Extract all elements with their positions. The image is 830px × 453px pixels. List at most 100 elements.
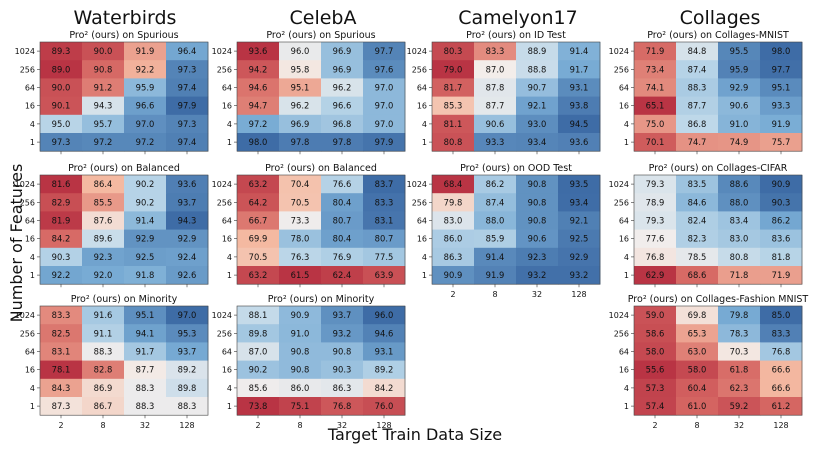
heatmap-cell — [760, 60, 803, 79]
heatmap-cell — [321, 342, 364, 361]
cell-value-label: 97.3 — [178, 64, 197, 74]
heatmap-cell — [558, 229, 601, 249]
cell-value-label: 83.1 — [52, 347, 71, 357]
cell-value-label: 87.3 — [52, 401, 71, 411]
heatmap-cell — [279, 211, 322, 230]
cell-value-label: 94.7 — [249, 101, 268, 111]
heatmap-cell — [760, 78, 803, 97]
heatmap-cell — [166, 247, 209, 267]
cell-value-label: 90.8 — [291, 365, 310, 375]
cell-value-label: 69.8 — [688, 310, 707, 320]
cell-value-label: 84.8 — [688, 46, 707, 56]
cell-value-label: 88.3 — [136, 401, 155, 411]
heatmap-cell — [321, 397, 364, 416]
heatmap-cell — [432, 78, 475, 97]
cell-value-label: 89.8 — [249, 328, 268, 338]
heatmap-cell — [124, 42, 167, 61]
y-tick-label: 256 — [217, 65, 232, 74]
cell-value-label: 83.1 — [375, 216, 394, 226]
heatmap-cell — [279, 378, 322, 398]
cell-value-label: 83.3 — [52, 310, 71, 320]
heatmap-cell — [516, 175, 559, 194]
cell-value-label: 74.7 — [688, 137, 707, 147]
cell-value-label: 87.6 — [94, 216, 113, 226]
cell-value-label: 82.8 — [94, 365, 113, 375]
cell-value-label: 93.2 — [570, 270, 589, 280]
heatmap-cell — [363, 378, 406, 398]
heatmap-cell — [432, 211, 475, 230]
heatmap-cell — [558, 193, 601, 212]
heatmap-cell — [40, 175, 83, 194]
heatmap-panel: Pro² (ours) on Balanced 81.6 86.4 90.2 93.6 8… — [15, 163, 209, 288]
heatmap-cell — [124, 378, 167, 398]
cell-value-label: 92.9 — [136, 234, 155, 244]
cell-value-label: 90.8 — [94, 64, 113, 74]
heatmap-cell — [279, 175, 322, 194]
y-tick-label: 64 — [619, 84, 629, 93]
heatmap-cell — [40, 324, 83, 343]
heatmap-cell — [718, 342, 761, 361]
heatmap-cell — [82, 78, 125, 97]
cell-value-label: 90.6 — [528, 234, 547, 244]
heatmap-cell — [82, 266, 125, 285]
cell-value-label: 82.5 — [52, 328, 71, 338]
cell-value-label: 88.0 — [486, 216, 505, 226]
cell-value-label: 89.3 — [52, 46, 71, 56]
heatmap-cell — [82, 378, 125, 398]
y-tick-label: 4 — [30, 253, 35, 262]
column-title-waterbirds: Waterbirds — [74, 7, 177, 29]
panel-title: Pro² (ours) on OOD Test — [460, 163, 572, 174]
x-tick-label: 128 — [376, 421, 391, 430]
heatmap-cell — [321, 360, 364, 380]
heatmap-cell — [82, 342, 125, 361]
heatmap-cell — [237, 133, 280, 152]
y-tick-label: 64 — [222, 348, 232, 357]
y-tick-label: 4 — [227, 120, 232, 129]
heatmap-cell — [279, 266, 322, 285]
heatmap-cell — [363, 247, 406, 267]
cell-value-label: 96.9 — [333, 46, 352, 56]
heatmap-cell — [40, 306, 83, 325]
heatmap-cell — [237, 378, 280, 398]
cell-value-label: 97.2 — [249, 119, 268, 129]
cell-value-label: 91.4 — [486, 252, 505, 262]
cell-value-label: 90.2 — [136, 197, 155, 207]
cell-value-label: 92.4 — [178, 252, 197, 262]
y-tick-label: 16 — [222, 366, 232, 375]
cell-value-label: 83.0 — [730, 234, 749, 244]
heatmap-cell — [634, 397, 677, 416]
cell-value-label: 81.8 — [772, 252, 791, 262]
cell-value-label: 93.3 — [486, 137, 505, 147]
heatmap-cell — [558, 78, 601, 97]
cell-value-label: 92.9 — [178, 234, 197, 244]
heatmap-cell — [321, 229, 364, 249]
cell-value-label: 89.8 — [178, 383, 197, 393]
cell-value-label: 80.7 — [333, 216, 352, 226]
heatmap-cell — [474, 266, 517, 285]
cell-value-label: 88.1 — [249, 310, 268, 320]
heatmap-panel: Pro² (ours) on Balanced 63.2 70.4 76.6 83.7 6… — [212, 163, 406, 288]
y-tick-label: 1024 — [212, 311, 232, 320]
cell-value-label: 80.8 — [444, 137, 463, 147]
heatmap-cell — [279, 133, 322, 152]
heatmap-cell — [760, 193, 803, 212]
cell-value-label: 97.3 — [52, 137, 71, 147]
heatmap-cell — [363, 211, 406, 230]
y-tick-label: 1024 — [407, 47, 427, 56]
cell-value-label: 55.6 — [646, 365, 665, 375]
x-tick-label: 8 — [492, 290, 497, 299]
cell-value-label: 88.6 — [730, 179, 749, 189]
y-tick-label: 64 — [25, 348, 35, 357]
panel-title: Pro² (ours) on Balanced — [265, 163, 377, 174]
y-tick-label: 1024 — [15, 311, 35, 320]
cell-value-label: 70.3 — [730, 347, 749, 357]
cell-value-label: 86.0 — [444, 234, 463, 244]
cell-value-label: 89.2 — [375, 365, 394, 375]
heatmap-cell — [718, 78, 761, 97]
x-tick-label: 2 — [652, 421, 657, 430]
heatmap-cell — [474, 133, 517, 152]
heatmap-cell — [237, 360, 280, 380]
cell-value-label: 79.3 — [646, 216, 665, 226]
heatmap-cell — [634, 229, 677, 249]
y-tick-label: 16 — [25, 235, 35, 244]
